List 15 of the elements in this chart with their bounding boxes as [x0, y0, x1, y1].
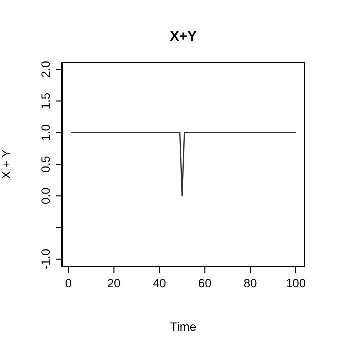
y-axis-title: X + Y [0, 150, 14, 180]
y-tick-label: -1.0 [39, 248, 53, 270]
chart-title: X+Y [169, 28, 198, 44]
y-tick-label: 0.5 [39, 156, 53, 173]
x-tick-label: 0 [65, 276, 72, 291]
x-tick-label: 20 [108, 276, 122, 291]
y-tick-label: 1.0 [39, 124, 53, 142]
y-tick-label: 2.0 [39, 60, 53, 78]
y-tick-label: 0.0 [39, 187, 53, 204]
x-tick-label: 100 [286, 276, 306, 291]
x-axis-title: Time [170, 320, 197, 334]
x-tick-label: 80 [244, 276, 258, 291]
x-tick-label: 60 [198, 276, 212, 291]
y-tick-label: 1.5 [39, 92, 53, 110]
x-tick-label: 40 [152, 276, 167, 291]
